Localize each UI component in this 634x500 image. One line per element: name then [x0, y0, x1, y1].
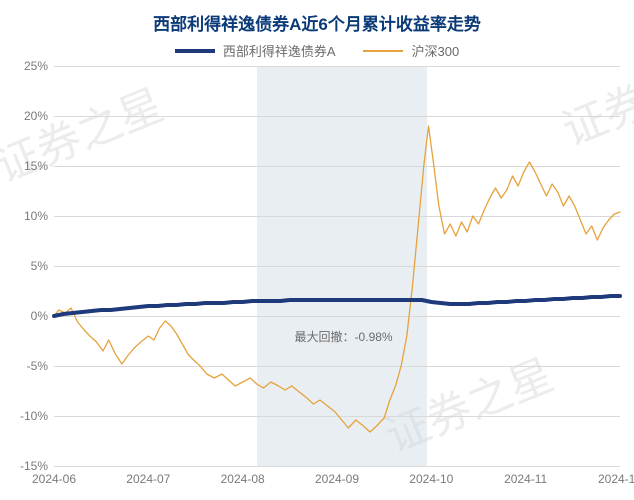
- legend-label-benchmark: 沪深300: [411, 41, 459, 60]
- plot-area: 证券之星证券之星证券-15%-10%-5%0%5%10%15%20%25%202…: [54, 66, 620, 466]
- x-tick-label: 2024-11: [504, 466, 547, 486]
- y-tick-label: -10%: [20, 409, 54, 423]
- legend-swatch-fund: [175, 49, 215, 53]
- y-tick-label: 5%: [31, 259, 54, 273]
- x-tick-label: 2024-06: [32, 466, 76, 486]
- y-tick-label: 0%: [31, 309, 54, 323]
- x-tick-label: 2024-09: [315, 466, 359, 486]
- x-tick-label: 2024-10: [409, 466, 453, 486]
- y-tick-label: 10%: [24, 209, 54, 223]
- line-layer: [54, 66, 620, 466]
- legend-label-fund: 西部利得祥逸债券A: [223, 41, 336, 60]
- x-tick-label: 2024-07: [126, 466, 170, 486]
- y-tick-label: -5%: [27, 359, 54, 373]
- legend-item-fund: 西部利得祥逸债券A: [175, 41, 336, 60]
- x-tick-label: 2024-12: [598, 466, 634, 486]
- line-benchmark: [54, 126, 620, 432]
- chart-legend: 西部利得祥逸债券A 沪深300: [0, 41, 634, 60]
- chart-container: 西部利得祥逸债券A近6个月累计收益率走势 西部利得祥逸债券A 沪深300 证券之…: [0, 0, 634, 500]
- line-fund: [54, 296, 620, 316]
- y-tick-label: 15%: [24, 159, 54, 173]
- y-tick-label: 20%: [24, 109, 54, 123]
- y-tick-label: 25%: [24, 59, 54, 73]
- chart-title: 西部利得祥逸债券A近6个月累计收益率走势: [0, 0, 634, 35]
- legend-swatch-benchmark: [363, 50, 403, 52]
- legend-item-benchmark: 沪深300: [363, 41, 459, 60]
- x-tick-label: 2024-08: [221, 466, 265, 486]
